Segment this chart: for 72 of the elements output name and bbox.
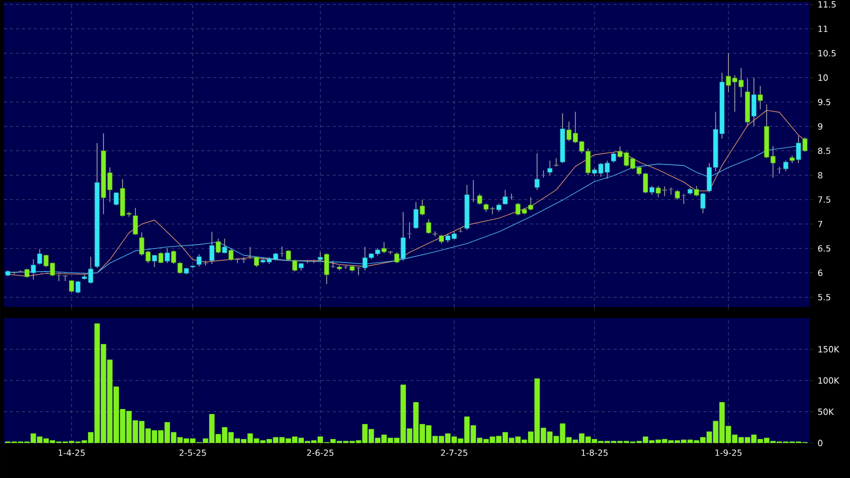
candlestick [164,248,170,264]
candlestick [694,186,700,197]
candlestick [802,137,808,152]
y-tick-label: 6.5 [818,245,830,252]
candlestick [222,238,228,254]
candlestick [196,254,202,267]
candlestick [132,208,138,236]
candlestick [700,192,706,214]
x-tick-label: 2-7-25 [440,450,468,456]
candlestick [114,192,119,206]
candlestick [292,259,298,272]
y-tick-label: 8.5 [818,148,830,154]
y-tick-label: 5.5 [818,294,830,300]
y-tick-label: 150K [818,346,840,352]
candlestick [502,189,508,205]
candlestick [400,211,406,262]
candlestick [209,231,214,264]
candlestick [30,258,36,280]
candlestick [611,152,616,163]
y-tick-label: 10 [818,74,828,81]
candlestick [254,256,260,268]
candlestick [751,77,756,127]
y-tick-label: 7.5 [818,196,830,203]
candlestick [776,166,782,174]
candlestick [420,199,425,216]
candlestick [668,187,674,196]
candlestick [490,206,495,215]
candlestick [203,260,208,266]
candlestick [356,266,362,276]
candlestick [388,250,393,255]
x-tick-label: 2-5-25 [180,450,206,456]
candlestick [324,252,330,284]
candlestick [477,193,482,205]
candlestick [540,170,546,178]
candlestick [470,180,476,202]
y-tick-label: 0 [818,440,822,446]
candlestick [248,246,253,260]
candlestick [216,238,221,254]
x-tick-label: 1-8-25 [582,450,608,456]
candlestick [681,193,686,204]
y-tick-label: 10.5 [818,50,836,56]
candlestick [280,246,285,258]
candlestick [534,152,540,190]
candlestick [783,160,788,172]
x-tick-label: 2-6-25 [307,450,334,456]
y-tick-label: 7 [818,220,822,228]
candlestick [69,280,74,293]
candlestick [662,186,668,197]
candlestick [394,252,400,264]
y-tick-label: 9 [818,123,822,130]
candlestick [37,248,42,265]
candlestick [75,280,80,294]
candlestick [407,222,412,240]
y-tick-label: 100K [818,377,840,384]
candlestick [674,189,680,200]
y-tick-label: 11 [818,26,828,32]
y-tick-label: 11.5 [818,1,836,8]
candlestick [426,218,432,234]
y-tick-label: 9.5 [818,98,830,106]
x-tick-label: 1-9-25 [715,450,742,456]
x-tick-label: 1-4-25 [58,450,85,456]
candlestick [413,202,418,230]
candlestick [458,228,464,233]
y-tick-label: 8 [818,172,822,178]
candlestick [796,136,802,164]
y-tick-label: 50K [818,408,834,415]
candlestick [509,193,514,200]
candlestick [547,160,552,176]
candlestick [152,254,157,268]
y-tick-label: 6 [818,270,822,276]
candlestick [758,86,763,110]
candlestick [330,260,336,268]
